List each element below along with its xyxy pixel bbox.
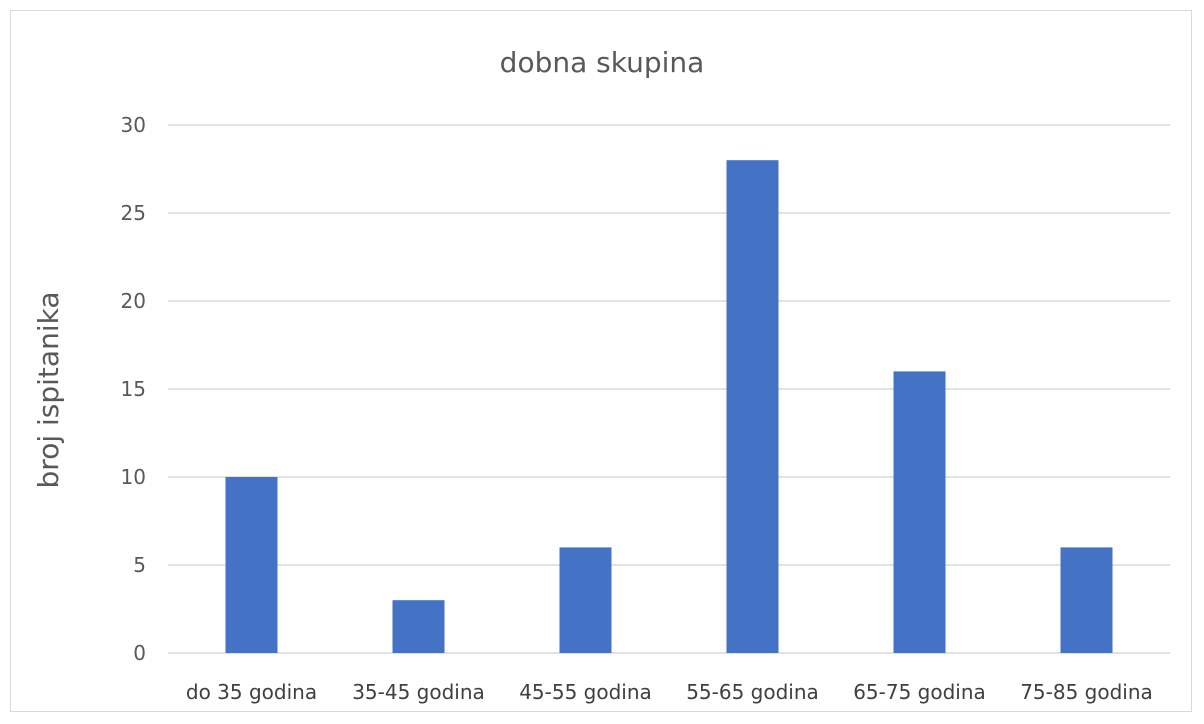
gridlines	[168, 124, 1170, 654]
x-category-label: 45-55 godina	[519, 680, 652, 704]
y-tick-label: 0	[133, 641, 146, 665]
x-category-label: 75-85 godina	[1020, 680, 1153, 704]
y-tick-label: 25	[121, 201, 146, 225]
x-category-label: 35-45 godina	[352, 680, 485, 704]
x-category-label: 65-75 godina	[853, 680, 986, 704]
bar-0	[225, 477, 278, 653]
bar-3	[726, 160, 779, 653]
y-tick-label: 30	[121, 113, 146, 137]
y-tick-label: 5	[133, 553, 146, 577]
bar-2	[559, 547, 612, 653]
x-category-label: do 35 godina	[186, 680, 317, 704]
y-tick-label: 10	[121, 465, 146, 489]
y-axis-label: broj ispitanika	[32, 292, 65, 489]
chart-title: dobna skupina	[500, 46, 705, 79]
bar-4	[893, 371, 946, 653]
x-category-labels: do 35 godina 35-45 godina 45-55 godina 55-6…	[186, 680, 1153, 704]
y-tick-labels: 0 5 10 15 20 25 30	[121, 113, 146, 665]
bar-1	[392, 600, 445, 653]
bar-5	[1060, 547, 1113, 653]
y-tick-label: 15	[121, 377, 146, 401]
bars	[225, 160, 1113, 653]
x-category-label: 55-65 godina	[686, 680, 819, 704]
y-tick-label: 20	[121, 289, 146, 313]
